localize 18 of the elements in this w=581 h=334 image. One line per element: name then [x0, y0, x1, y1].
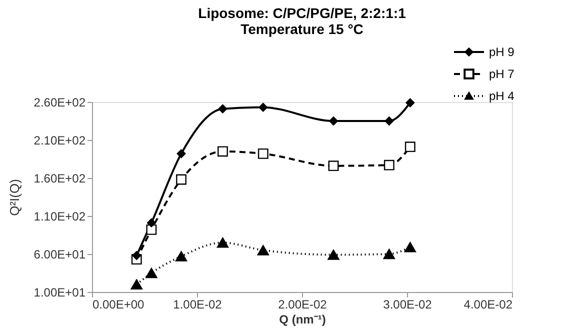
- chart-title: Liposome: C/PC/PG/PE, 2:2:1:1: [198, 4, 406, 21]
- y-tick-label: 2.10E+02: [34, 134, 86, 148]
- chart-subtitle: Temperature 15 °C: [240, 20, 364, 37]
- y-tick-label: 2.60E+02: [34, 96, 86, 110]
- legend-label: pH 9: [489, 45, 515, 59]
- y-tick-label: 1.00E+01: [34, 286, 86, 300]
- legend-label: pH 7: [489, 67, 515, 81]
- y-tick-label: 6.00E+01: [34, 248, 86, 262]
- x-tick-label: 4.00E-02: [464, 298, 513, 312]
- legend-label: pH 4: [489, 89, 515, 103]
- x-tick-label: 2.00E-02: [278, 298, 328, 312]
- y-axis-title: Q²I(Q): [6, 179, 22, 216]
- x-tick-label: 1.00E-02: [173, 298, 222, 312]
- x-axis-title: Q (nm⁻¹): [279, 312, 326, 326]
- y-tick-label: 1.10E+02: [34, 210, 86, 224]
- x-tick-label: 0.00E+00: [92, 298, 145, 312]
- x-tick-label: 3.00E-02: [383, 298, 432, 312]
- y-tick-label: 1.60E+02: [34, 172, 86, 186]
